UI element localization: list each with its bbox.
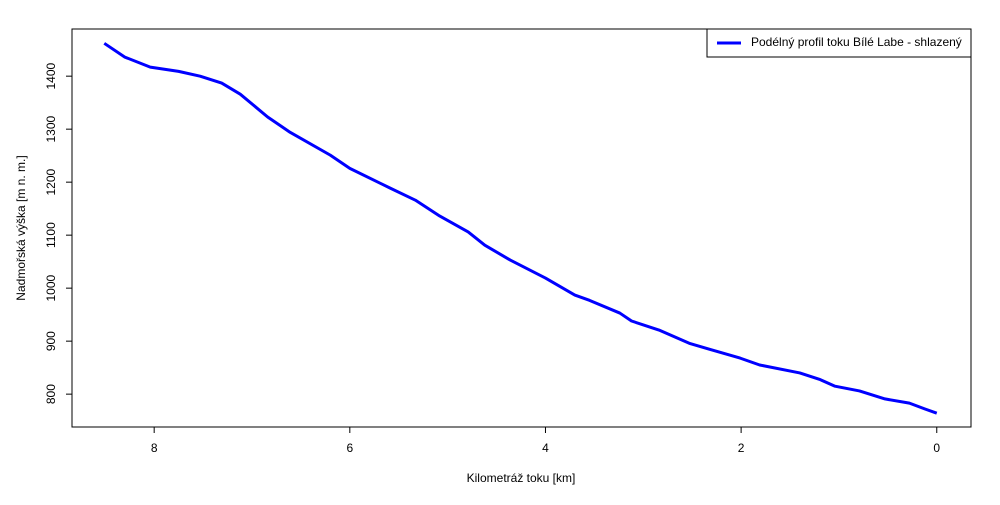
plot-frame (71, 28, 972, 428)
legend-box (706, 28, 972, 58)
y-tick-label: 1100 (44, 222, 58, 248)
x-tick-label: 8 (151, 441, 158, 455)
x-tick-label: 2 (738, 441, 745, 455)
x-tick-label: 6 (346, 441, 353, 455)
y-tick-label: 1300 (44, 115, 58, 142)
x-axis-label: Kilometráž toku [km] (467, 471, 576, 485)
y-tick-label: 900 (44, 331, 58, 351)
x-tick-label: 0 (933, 441, 940, 455)
legend-label: Podélný profil toku Bílé Labe - shlazený (751, 35, 962, 49)
y-axis-label: Nadmořská výška [m n. m.] (14, 155, 28, 300)
y-tick-label: 1000 (44, 274, 58, 301)
data-line (103, 42, 938, 415)
x-tick-label: 4 (542, 441, 549, 455)
y-tick-label: 800 (44, 384, 58, 404)
y-tick-label: 1200 (44, 168, 58, 195)
y-tick-label: 1400 (44, 62, 58, 89)
